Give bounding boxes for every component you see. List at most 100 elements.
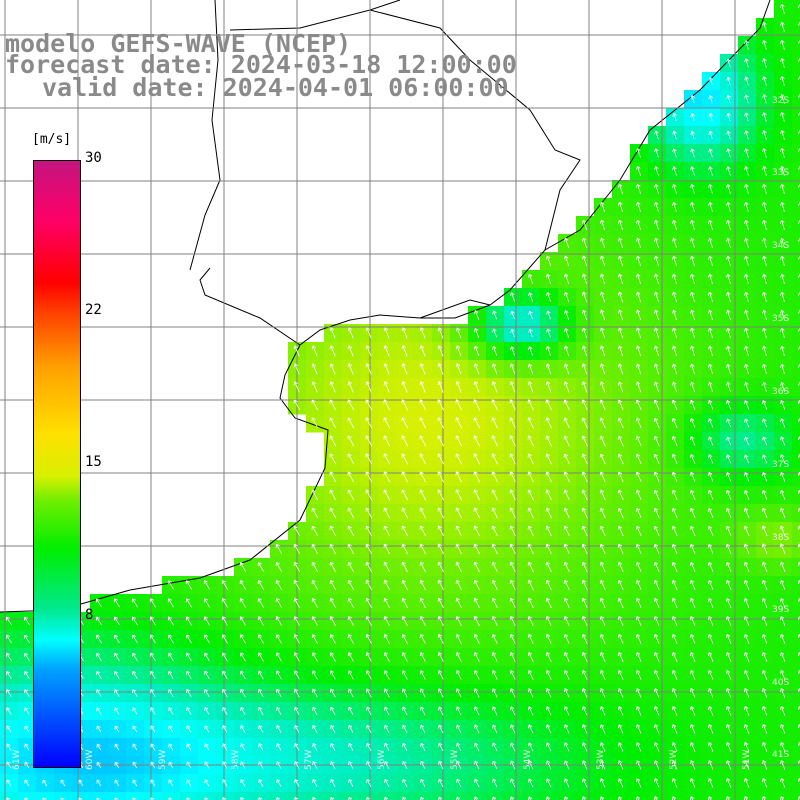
wind-arrow [780, 165, 785, 176]
wind-arrow [617, 688, 624, 698]
wind-arrow [527, 273, 534, 285]
wind-arrow [294, 761, 300, 769]
wind-arrow [167, 580, 174, 590]
wind-arrow [545, 381, 552, 393]
wind-arrow [437, 363, 444, 375]
wind-arrow [798, 291, 800, 296]
wind-arrow [780, 255, 785, 266]
wind-cell [792, 378, 800, 397]
wind-arrow [617, 273, 624, 285]
wind-arrow [545, 615, 552, 626]
wind-arrow [167, 616, 174, 626]
wind-arrow [798, 147, 800, 152]
wind-arrow [654, 201, 659, 212]
wind-arrow [780, 3, 785, 14]
wind-arrow [581, 597, 588, 608]
wind-arrow [24, 725, 30, 733]
coastline-segment [419, 299, 491, 319]
wind-arrow [437, 633, 444, 644]
wind-arrow [293, 561, 300, 572]
wind-arrow [401, 453, 409, 465]
wind-arrow [132, 725, 138, 733]
wind-cell [792, 18, 800, 37]
wind-arrow [24, 670, 30, 679]
wind-cell [432, 792, 451, 800]
wind-arrow [132, 652, 138, 662]
wind-arrow [798, 21, 800, 26]
wind-arrow [527, 507, 534, 519]
wind-arrow [275, 652, 282, 662]
wind-arrow [689, 796, 695, 800]
wind-arrow [635, 670, 642, 680]
wind-arrow [419, 579, 426, 591]
wind-arrow [437, 670, 444, 680]
latitude-label: 34S [772, 241, 790, 251]
wind-arrow [509, 507, 516, 519]
wind-arrow [653, 489, 660, 501]
wind-arrow [365, 471, 373, 483]
wind-arrow [437, 579, 444, 591]
longitude-label: 60W [85, 749, 95, 770]
wind-cell [792, 144, 800, 163]
wind-arrow [653, 670, 660, 680]
wind-arrow [401, 579, 408, 591]
wind-arrow [419, 561, 426, 573]
wind-arrow [744, 309, 749, 321]
wind-arrow [527, 489, 534, 501]
wind-arrow [348, 796, 353, 800]
wind-cell [468, 792, 487, 800]
wind-cell [792, 504, 800, 523]
wind-arrow [564, 778, 570, 788]
wind-arrow [329, 363, 336, 375]
wind-cell [792, 0, 800, 19]
wind-cell [792, 522, 800, 541]
longitude-label: 54W [523, 749, 533, 770]
wind-arrow [293, 345, 300, 357]
wind-arrow [671, 633, 678, 644]
wind-arrow [761, 597, 768, 608]
wind-arrow [725, 651, 732, 662]
wind-arrow [293, 670, 300, 680]
wind-arrow [635, 291, 642, 303]
wind-arrow [653, 633, 660, 644]
wind-arrow [798, 255, 800, 260]
wind-arrow [636, 760, 642, 770]
wind-arrow [383, 634, 390, 644]
wind-arrow [347, 399, 355, 411]
wind-arrow [347, 543, 354, 555]
wind-arrow [419, 399, 427, 411]
wind-arrow [726, 201, 731, 212]
wind-arrow [672, 219, 677, 231]
wind-arrow [545, 453, 552, 465]
wind-arrow [293, 399, 301, 411]
wind-arrow [672, 201, 677, 212]
wind-arrow [689, 561, 696, 572]
wind-arrow [527, 453, 534, 465]
wind-arrow [744, 436, 750, 446]
wind-arrow [275, 670, 282, 680]
wind-arrow [617, 345, 624, 357]
wind-arrow [330, 742, 336, 751]
wind-arrow [419, 525, 426, 537]
wind-arrow [168, 779, 174, 787]
wind-arrow [581, 688, 588, 698]
wind-arrow [311, 616, 318, 626]
wind-arrow [491, 561, 498, 573]
wind-arrow [635, 615, 642, 626]
wind-arrow [690, 309, 695, 321]
wind-arrow [690, 291, 695, 303]
wind-arrow [599, 453, 606, 465]
wind-arrow [635, 273, 642, 285]
wind-arrow [563, 507, 570, 519]
wind-arrow [744, 130, 749, 140]
wind-arrow [491, 670, 498, 680]
wind-arrow [437, 597, 444, 609]
wind-arrow [600, 760, 606, 770]
wind-arrow [546, 292, 552, 302]
wind-arrow [744, 112, 749, 122]
wind-arrow [671, 525, 678, 537]
wind-arrow [779, 543, 786, 555]
wind-arrow [491, 471, 498, 483]
wind-arrow [257, 634, 264, 644]
